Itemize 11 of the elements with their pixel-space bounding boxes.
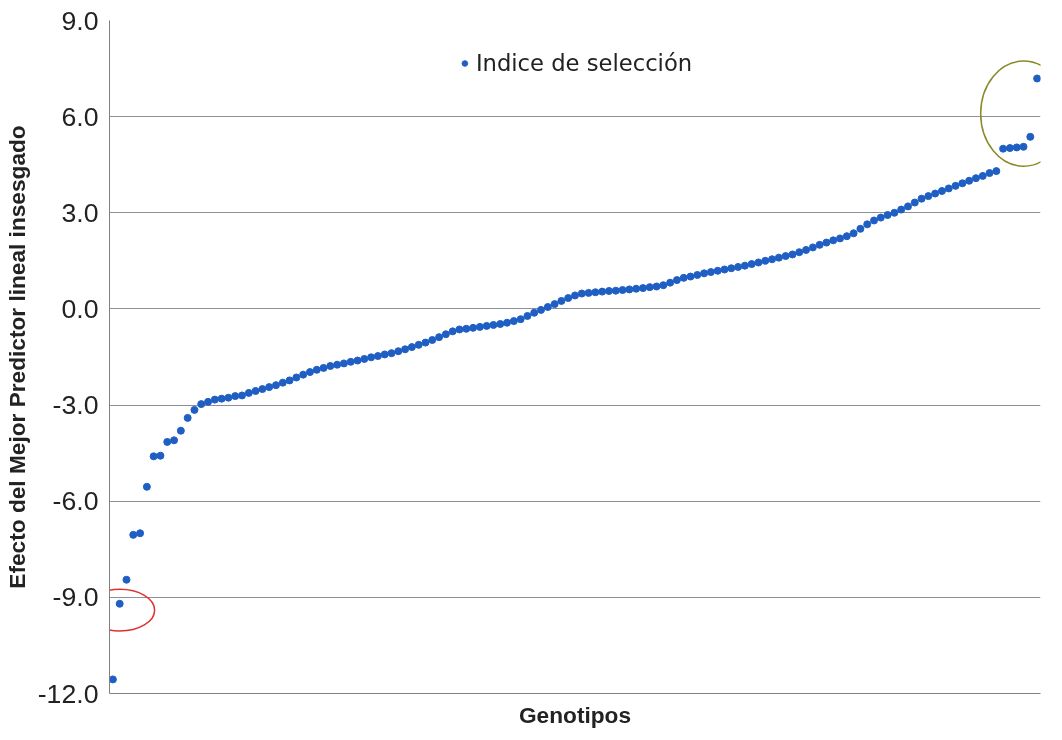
legend-label: Indice de selección [475, 50, 693, 76]
y-tick-label: -3.0 [52, 390, 99, 421]
y-tick-label: -9.0 [52, 582, 99, 613]
y-tick-label: -6.0 [52, 486, 99, 517]
y-tick-label: 3.0 [61, 197, 99, 228]
y-tick-label: 6.0 [61, 101, 99, 132]
y-tick-label: 0.0 [61, 293, 99, 324]
x-axis-title: Genotipos [518, 701, 632, 728]
y-tick-label: 9.0 [61, 5, 99, 36]
y-tick-label: -12.0 [37, 678, 99, 709]
y-axis-title: Efecto del Mejor Predictor lineal insesgado [3, 125, 30, 589]
